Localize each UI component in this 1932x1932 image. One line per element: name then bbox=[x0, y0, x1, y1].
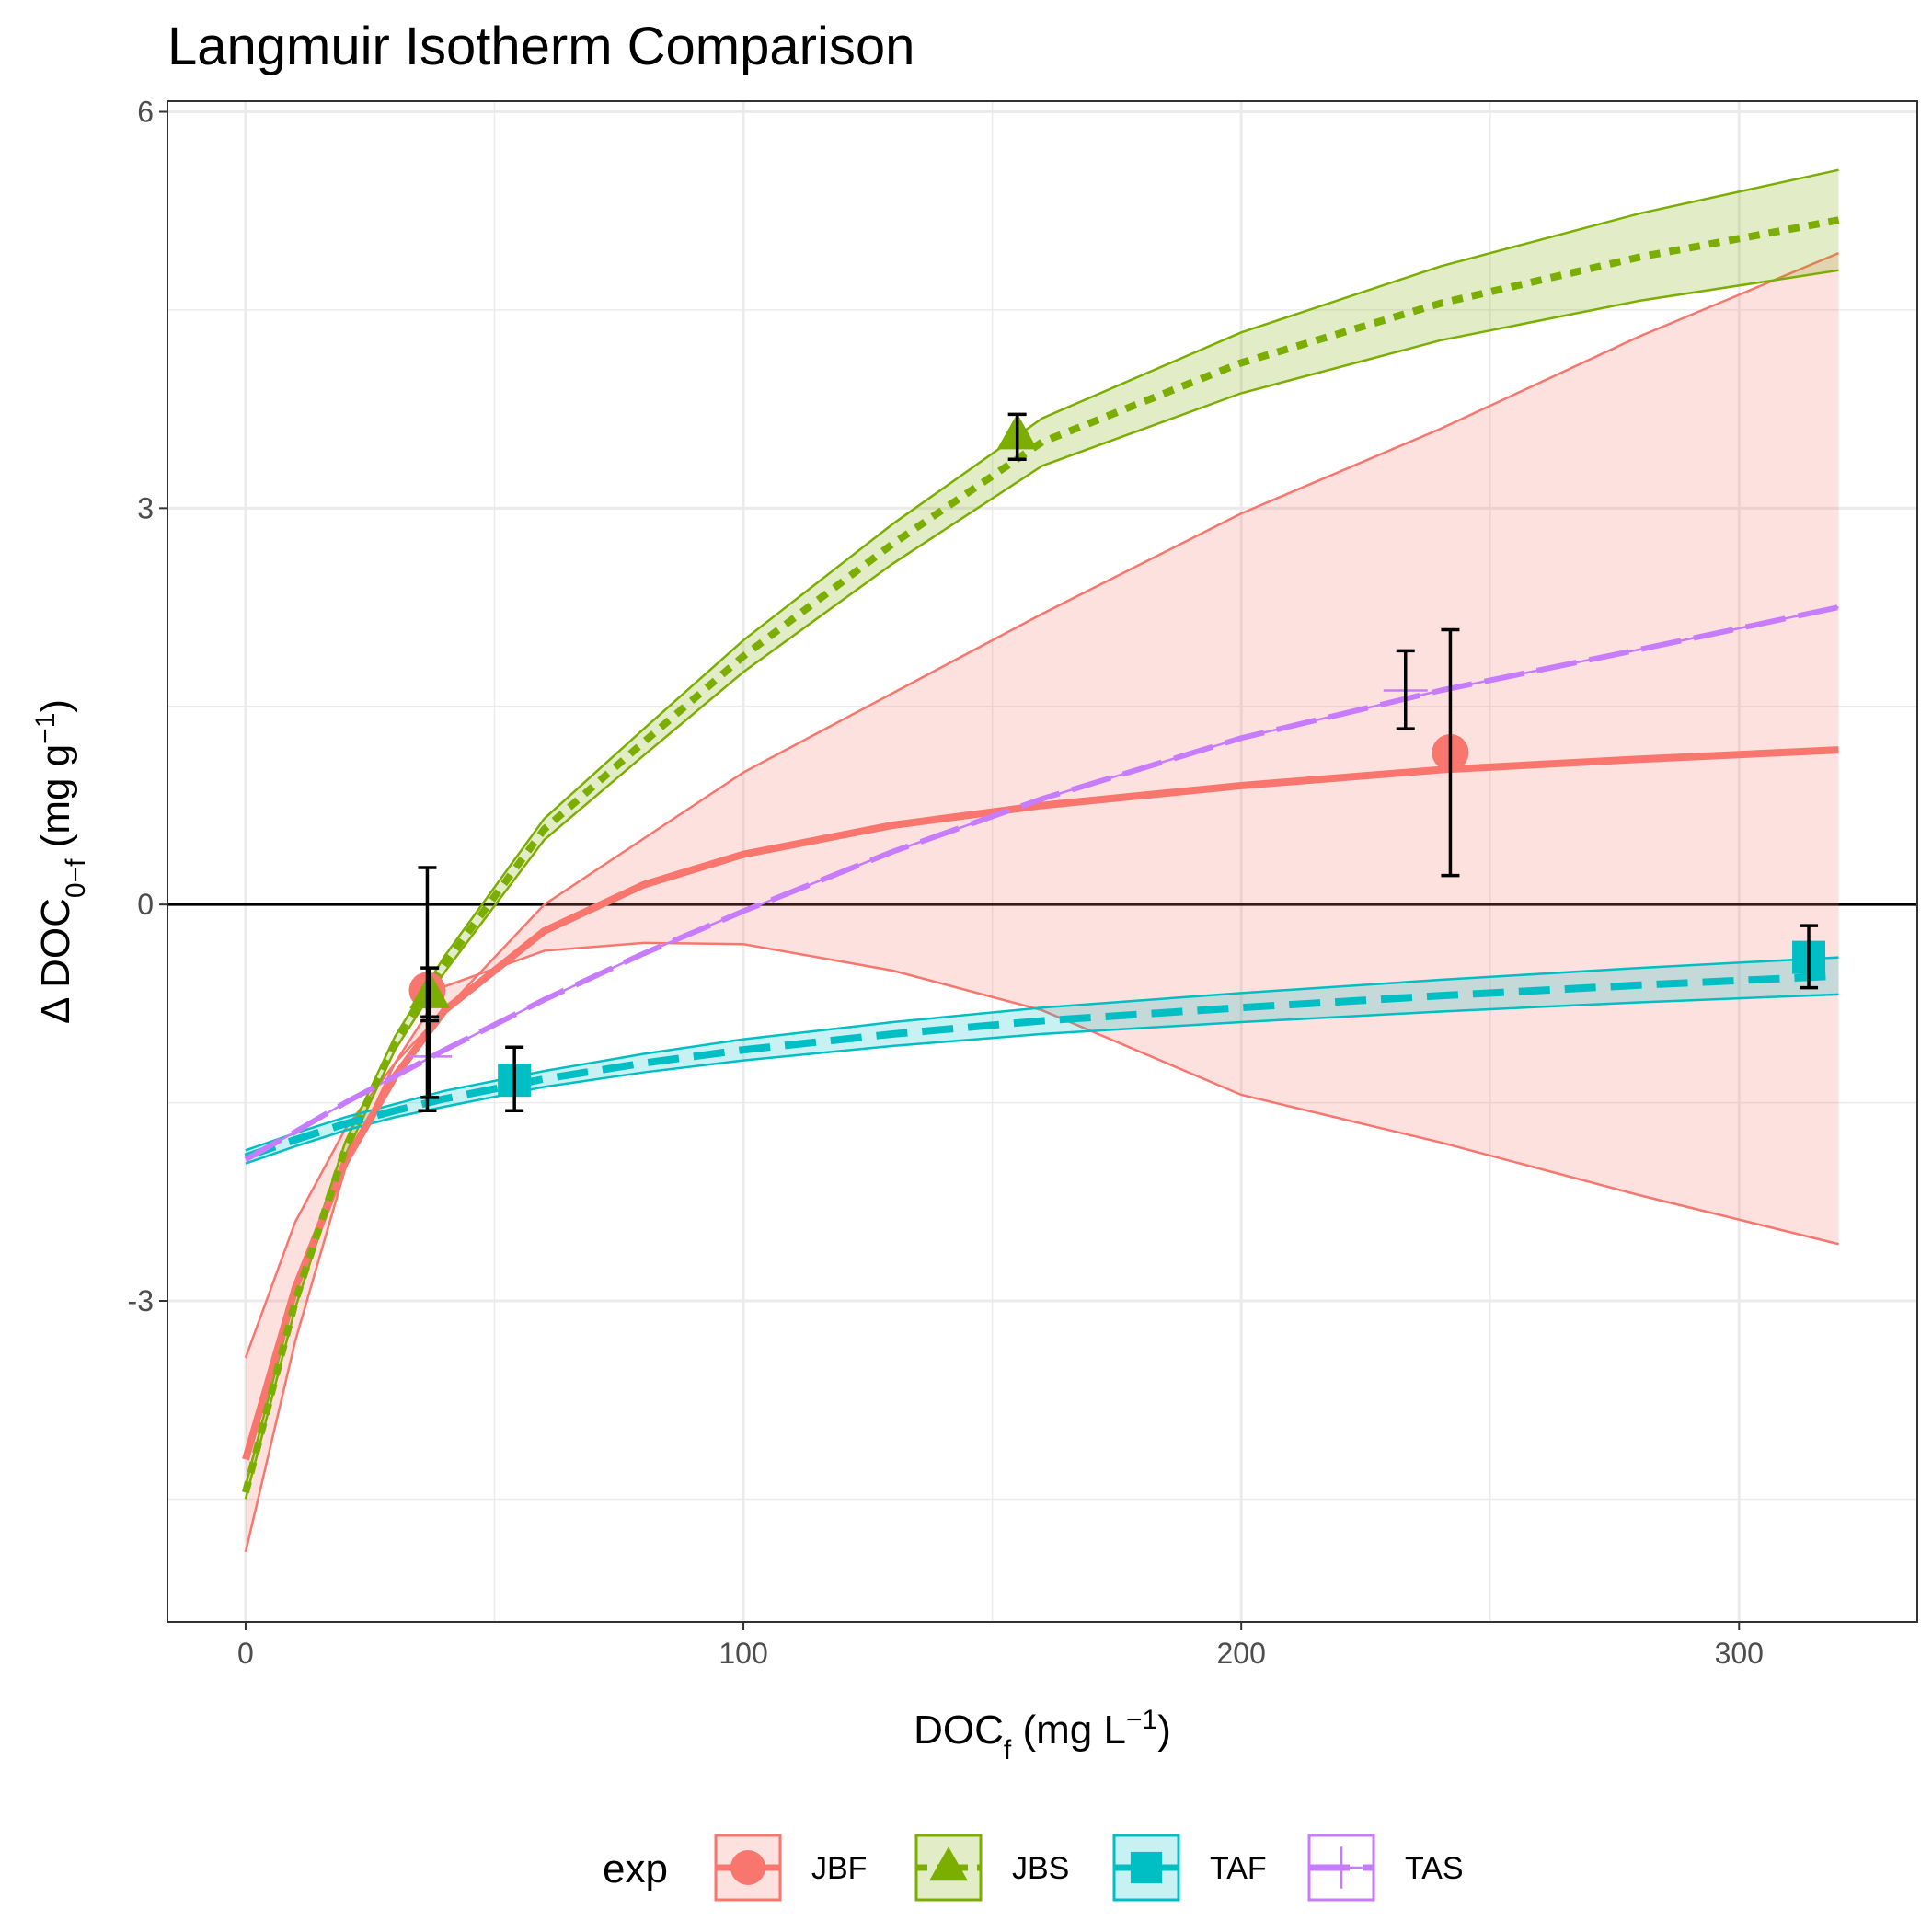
panel-border bbox=[167, 100, 1918, 1623]
ribbon bbox=[245, 169, 1839, 1500]
error-bar bbox=[1800, 924, 1819, 990]
legend-title: exp bbox=[603, 1846, 668, 1892]
y-axis-title-part: (mg g bbox=[33, 744, 78, 859]
ribbon bbox=[245, 253, 1839, 1552]
y-tick-label: 6 bbox=[137, 95, 154, 128]
x-tick-label: 0 bbox=[237, 1637, 254, 1670]
error-bar bbox=[1441, 627, 1460, 878]
fit-line bbox=[244, 972, 1839, 1161]
x-axis-title: DOCf (mg L−1) bbox=[914, 1705, 1171, 1765]
ribbon-edge bbox=[245, 993, 1839, 1165]
error-bar bbox=[1396, 649, 1415, 730]
x-axis-title-part: −1 bbox=[1126, 1705, 1157, 1735]
y-axis-title-part: Δ DOC bbox=[33, 898, 78, 1024]
y-tick-label: 0 bbox=[137, 888, 154, 921]
fit-line bbox=[242, 746, 1839, 1461]
legend-symbol bbox=[1130, 1851, 1163, 1884]
x-axis-title-part: DOC bbox=[914, 1708, 1004, 1753]
error-bar bbox=[418, 866, 437, 1112]
y-axis-title-part: −1 bbox=[30, 713, 61, 744]
error-bar bbox=[420, 1015, 440, 1099]
error-bar bbox=[1007, 412, 1027, 461]
y-axis-title: Δ DOC0−f (mg g−1) bbox=[30, 699, 91, 1024]
legend-label: JBF bbox=[811, 1851, 867, 1886]
legend-symbol bbox=[929, 1846, 968, 1881]
error-bar bbox=[505, 1045, 524, 1112]
x-axis-title-part: f bbox=[1004, 1735, 1012, 1765]
legend-symbol bbox=[730, 1850, 765, 1885]
x-tick-label: 200 bbox=[1216, 1637, 1265, 1670]
ribbon bbox=[245, 957, 1839, 1164]
ribbon-edge bbox=[245, 956, 1839, 1152]
legend-symbol bbox=[1320, 1846, 1363, 1889]
x-tick-label: 100 bbox=[719, 1637, 767, 1670]
fit-line bbox=[242, 216, 1840, 1494]
x-axis-title-part: (mg L bbox=[1011, 1708, 1126, 1753]
x-axis-title-part: ) bbox=[1157, 1708, 1171, 1753]
fit-line bbox=[244, 604, 1840, 1162]
legend-label: JBS bbox=[1012, 1851, 1069, 1886]
legend-label: TAF bbox=[1210, 1851, 1267, 1886]
y-axis-title-part: ) bbox=[33, 699, 78, 713]
x-tick-label: 300 bbox=[1715, 1637, 1764, 1670]
y-axis-title-part: 0−f bbox=[61, 858, 91, 898]
y-tick-label: -3 bbox=[128, 1284, 154, 1317]
legend-label: TAS bbox=[1405, 1851, 1464, 1886]
y-tick-label: 3 bbox=[137, 491, 154, 524]
chart-title: Langmuir Isotherm Comparison bbox=[167, 17, 914, 76]
